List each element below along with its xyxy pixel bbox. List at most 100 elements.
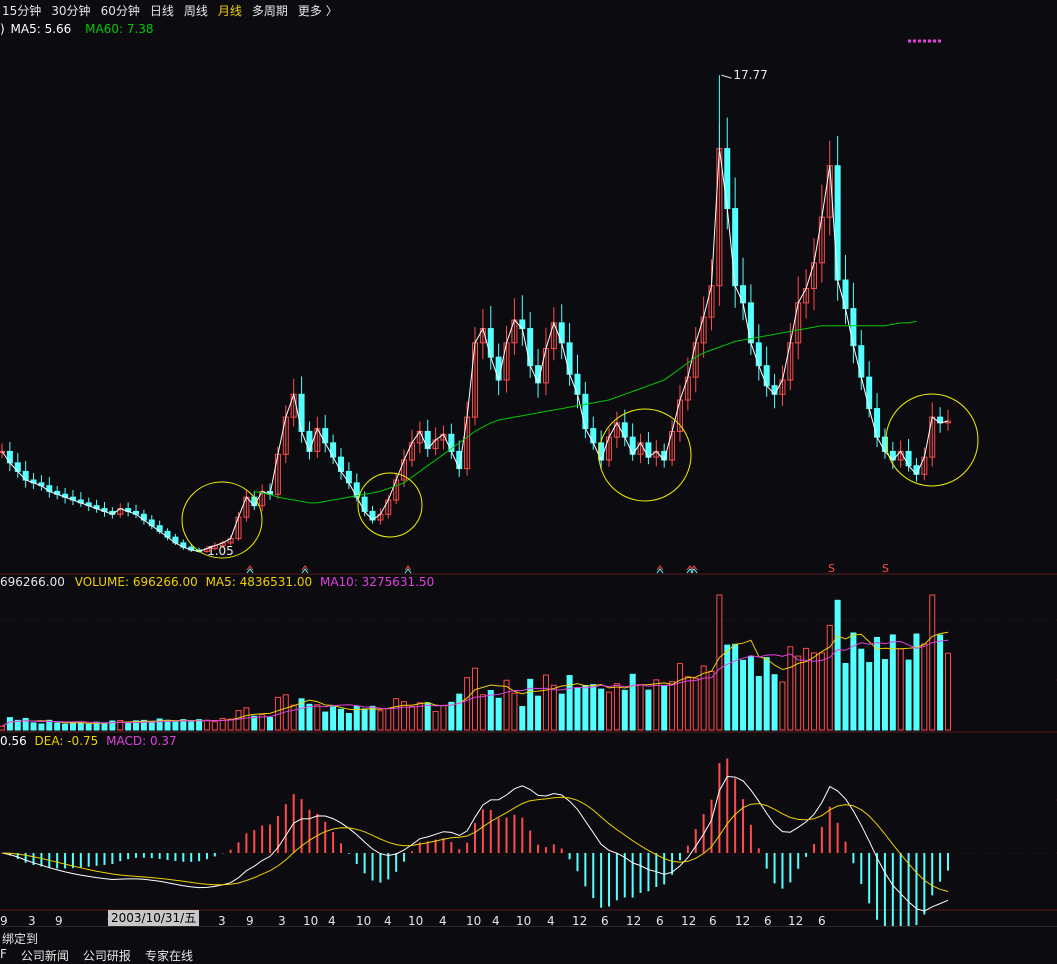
x-tick-label: 12 <box>572 914 587 926</box>
buy-signal-icon <box>404 568 412 574</box>
period-tab-0[interactable]: 15分钟 <box>2 3 42 18</box>
volume-bar <box>929 594 936 731</box>
highlight-circle <box>357 472 423 538</box>
x-tick-label: 4 <box>492 914 500 926</box>
candle-body <box>582 393 589 430</box>
volume-bar <box>850 632 857 731</box>
x-tick-label: 6 <box>764 914 772 926</box>
volume-bar <box>629 673 636 731</box>
volume-bar <box>716 594 723 731</box>
volume-bar <box>637 684 644 731</box>
candle-body <box>747 302 754 344</box>
bottom-bar: 绑定到 F 公司新闻 公司研报 专家在线 <box>0 926 1057 963</box>
candle-body <box>527 328 534 367</box>
period-tab-2[interactable]: 60分钟 <box>100 3 140 18</box>
ma60-line <box>254 320 917 504</box>
volume-bar <box>401 701 408 731</box>
volume-bar <box>913 633 920 731</box>
period-tab-6[interactable]: 多周期 <box>251 3 288 18</box>
volume-bar <box>290 704 297 731</box>
volume-bar <box>724 644 731 731</box>
candle-body <box>858 345 865 378</box>
volume-bar <box>692 677 699 731</box>
volume-bar <box>424 702 431 731</box>
volume-bar <box>125 722 132 731</box>
period-tab-7[interactable]: 更多 〉 <box>297 3 338 18</box>
candle-body <box>337 456 344 472</box>
volume-bar <box>298 698 305 731</box>
volume-bar <box>945 652 951 731</box>
volume-bar <box>472 667 478 731</box>
candle-body <box>298 393 305 432</box>
volume-bar <box>22 717 29 731</box>
volume-bar <box>558 693 565 731</box>
x-tick-label: 10 <box>408 914 423 926</box>
macd-dea: DEA: -0.75 <box>34 734 99 748</box>
volume-bar <box>85 723 92 731</box>
period-tab-3[interactable]: 日线 <box>149 3 174 18</box>
candle-body <box>732 208 739 287</box>
candle-body <box>724 148 731 210</box>
volume-bar <box>527 678 534 731</box>
period-tab-1[interactable]: 30分钟 <box>51 3 91 18</box>
volume-bar <box>550 684 557 731</box>
volume-bar <box>676 663 683 731</box>
volume-bar <box>267 716 274 731</box>
volume-bar <box>211 721 218 731</box>
main-legend: ) MA5: 5.66 MA60: 7.38 <box>0 22 154 36</box>
buy-signal-icon <box>690 568 698 574</box>
volume-bar <box>353 705 360 731</box>
volume-bar <box>740 659 747 731</box>
volume-bar <box>330 706 337 731</box>
volume-bar <box>511 692 518 731</box>
highlight-circle <box>181 481 263 559</box>
volume-bar <box>219 717 226 731</box>
x-tick-label: 12 <box>626 914 641 926</box>
highlight-circle <box>598 408 692 502</box>
volume-bar <box>779 681 786 731</box>
candle-body <box>755 342 762 367</box>
volume-bar <box>858 648 865 731</box>
volume-bar <box>606 691 613 731</box>
candle-body <box>834 165 841 281</box>
candle-body <box>850 308 857 347</box>
volume-bar <box>897 648 904 731</box>
candle-body <box>763 365 770 387</box>
buy-signal-icon <box>301 568 309 574</box>
volume-bar <box>337 708 344 731</box>
volume-bar <box>661 685 668 731</box>
volume-bar <box>101 722 108 731</box>
bind-label[interactable]: 绑定到 <box>2 932 39 946</box>
x-tick-label: 3 <box>28 914 36 926</box>
bottom-tab-0[interactable]: F <box>0 947 7 961</box>
volume-bar <box>495 697 502 731</box>
volume-bar <box>755 676 762 731</box>
candle-body <box>905 450 912 467</box>
candle-body <box>874 408 881 438</box>
volume-bar <box>598 688 605 731</box>
buy-signal-icon <box>404 565 412 571</box>
x-tick-label: 6 <box>709 914 717 926</box>
low-label: 1.05 <box>207 544 234 558</box>
x-tick-label: 12 <box>735 914 750 926</box>
volume-bar <box>148 721 155 731</box>
volume-bar <box>613 683 620 731</box>
x-tick-label: 10 <box>516 914 531 926</box>
volume-bar <box>117 719 124 731</box>
candle-body <box>487 328 494 358</box>
period-toolbar: 15分钟 30分钟 60分钟 日线 周线 月线 多周期 更多 〉 <box>0 0 1057 20</box>
volume-bar <box>464 677 471 731</box>
candle-body <box>306 430 313 452</box>
volume-bar <box>6 717 13 731</box>
diff-line <box>1 775 949 912</box>
candle-body <box>842 279 849 310</box>
volume-bar <box>810 652 817 731</box>
volume-bar <box>46 719 53 731</box>
volume-bar <box>519 706 526 731</box>
period-tab-5[interactable]: 月线 <box>217 3 242 18</box>
volume-bar <box>448 701 455 731</box>
volume-bar <box>38 723 45 731</box>
x-tick-label: 3 <box>218 914 226 926</box>
volume-bar <box>826 624 833 731</box>
period-tab-4[interactable]: 周线 <box>183 3 208 18</box>
